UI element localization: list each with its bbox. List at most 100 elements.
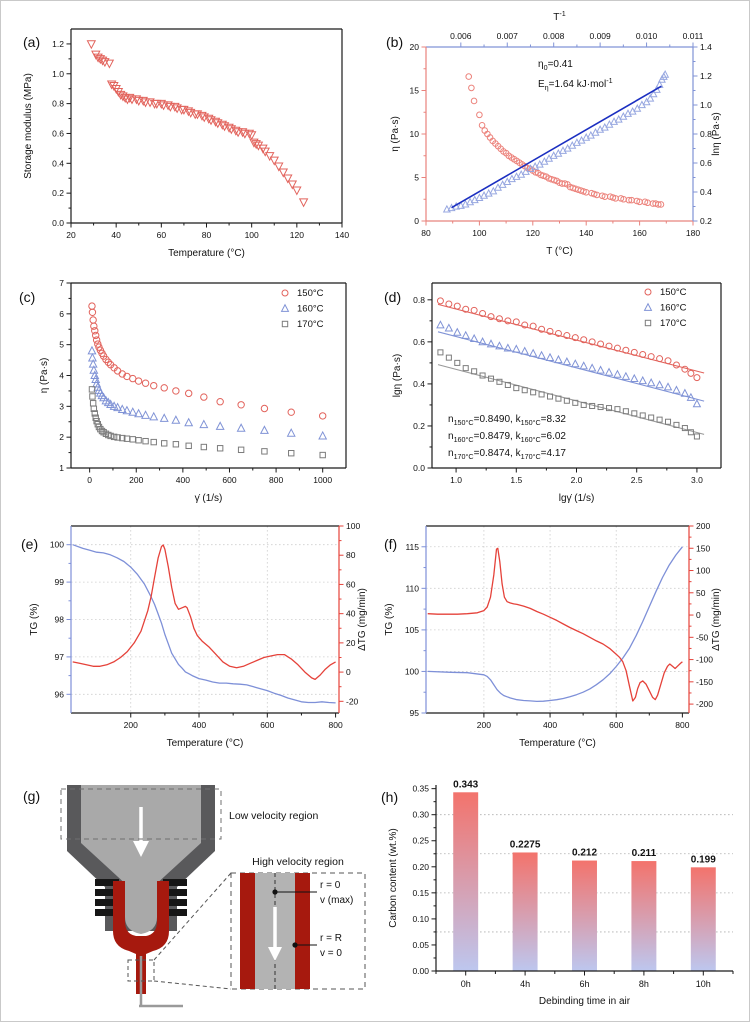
panel-letter-a: (a) <box>23 34 40 50</box>
svg-text:1: 1 <box>59 463 64 473</box>
xlabel-c: γ̇ (1/s) <box>195 493 223 504</box>
legend-label: 150°C <box>297 288 324 299</box>
svg-text:0.2: 0.2 <box>700 216 712 226</box>
storage-modulus-chart: 20 40 60 80 100 120 140 Temperature (°C) 0.0 0.2 0… <box>23 28 349 259</box>
bar-4h <box>512 852 538 971</box>
svg-text:80: 80 <box>421 228 431 238</box>
svg-text:0.30: 0.30 <box>412 810 429 820</box>
v0-label: v = 0 <box>320 948 342 959</box>
svg-text:0.009: 0.009 <box>589 31 611 41</box>
vmax-label: v (max) <box>320 895 353 906</box>
svg-text:1.0: 1.0 <box>700 100 712 110</box>
tg-dtg-chart-2: 200 400 600 800 Temperature (°C) 95 100 105 110 1… <box>384 521 722 749</box>
svg-text:6: 6 <box>59 309 64 319</box>
log-viscosity-chart: 1.0 1.5 2.0 2.5 3.0 lgγ̇ (1/s) 0.0 0.2 0.4 0.6 0.8… <box>384 282 722 504</box>
svg-text:0.2: 0.2 <box>52 188 64 198</box>
svg-text:0.006: 0.006 <box>450 31 472 41</box>
svg-text:200: 200 <box>124 720 138 730</box>
xlabel-b: T (°C) <box>546 246 573 257</box>
svg-text:-100: -100 <box>696 655 713 665</box>
series-150C <box>436 297 701 382</box>
svg-text:15: 15 <box>410 86 420 96</box>
svg-text:1.2: 1.2 <box>700 71 712 81</box>
legend-label: 160°C <box>297 304 324 315</box>
svg-text:140: 140 <box>579 228 593 238</box>
svg-text:100: 100 <box>50 540 64 550</box>
panel-letter-c: (c) <box>19 289 35 305</box>
ylabel-a: Storage modulus (MPa) <box>23 73 34 179</box>
svg-text:95: 95 <box>410 708 420 718</box>
series-arrhenius-fit <box>451 85 662 209</box>
svg-text:180: 180 <box>686 228 700 238</box>
bar-value-label: 0.2275 <box>510 839 541 850</box>
panel-letter-f: (f) <box>384 536 397 552</box>
svg-text:80: 80 <box>346 550 356 560</box>
bar-category-label: 10h <box>696 979 711 989</box>
bar-value-label: 0.199 <box>691 854 716 865</box>
svg-text:115: 115 <box>405 542 419 552</box>
right-ylabel-b: lnη (Pa·s) <box>711 112 722 155</box>
zoom-connector-top <box>153 872 232 961</box>
svg-text:2.5: 2.5 <box>631 475 643 485</box>
svg-text:4: 4 <box>59 371 64 381</box>
legend-label: 170°C <box>660 318 687 329</box>
ylabel-d: lgη (Pa·s) <box>392 354 403 397</box>
svg-text:0: 0 <box>696 610 701 620</box>
svg-text:150: 150 <box>696 543 710 553</box>
xlabel-d: lgγ̇ (1/s) <box>559 493 595 504</box>
funnel-melt <box>81 843 201 887</box>
svg-text:-200: -200 <box>696 699 713 709</box>
svg-text:0.00: 0.00 <box>412 966 429 976</box>
printhead <box>67 785 215 1008</box>
inset-wall-right <box>295 873 310 989</box>
legend: 150°C 160°C 170°C <box>643 287 687 329</box>
svg-text:120: 120 <box>526 228 540 238</box>
svg-text:0.20: 0.20 <box>412 862 429 872</box>
svg-text:100: 100 <box>696 566 710 576</box>
bar-category-label: 8h <box>639 979 649 989</box>
bar-category-label: 4h <box>520 979 530 989</box>
low-velocity-box <box>60 788 222 840</box>
gridlines <box>426 526 689 713</box>
ylabel-f: TG (%) <box>384 603 395 635</box>
svg-text:160: 160 <box>633 228 647 238</box>
svg-text:80: 80 <box>202 230 212 240</box>
gridlines <box>71 526 339 713</box>
series-storage-modulus <box>86 40 309 208</box>
heater-fins-left <box>95 879 119 916</box>
panel-d: 1.0 1.5 2.0 2.5 3.0 lgγ̇ (1/s) 0.0 0.2 0.4 0.6 0.8… <box>376 269 749 514</box>
svg-text:0.8: 0.8 <box>52 99 64 109</box>
svg-text:0.4: 0.4 <box>52 158 64 168</box>
xlabel-f: Temperature (°C) <box>519 738 596 749</box>
svg-text:0.10: 0.10 <box>412 914 429 924</box>
svg-text:0.6: 0.6 <box>700 158 712 168</box>
bar-10h <box>690 867 716 971</box>
svg-text:140: 140 <box>335 230 349 240</box>
series-170C <box>437 349 700 440</box>
ylabel-e: TG (%) <box>29 603 40 635</box>
panel-b: 80 100 120 140 160 180 T (°C) 0.006 0.007 0.008 0.… <box>376 1 749 267</box>
svg-text:400: 400 <box>543 720 557 730</box>
svg-text:400: 400 <box>192 720 206 730</box>
svg-text:200: 200 <box>696 521 710 531</box>
annotation: n170°C=0.8474, k170°C=4.17 <box>448 448 566 461</box>
legend-label: 170°C <box>297 319 324 330</box>
svg-text:0: 0 <box>414 216 419 226</box>
svg-text:100: 100 <box>472 228 486 238</box>
panel-a: 20 40 60 80 100 120 140 Temperature (°C) 0.0 0.2 0… <box>1 9 376 269</box>
svg-text:105: 105 <box>405 625 419 635</box>
svg-text:5: 5 <box>59 340 64 350</box>
svg-text:0.0: 0.0 <box>52 218 64 228</box>
annotation: η0=0.41 <box>538 59 573 72</box>
panel-c: 0 200 400 600 800 1000 γ̇ (1/s) 1 2 3 4 5 6 7 η (Pa·s)… <box>1 269 376 514</box>
svg-text:20: 20 <box>410 42 420 52</box>
xlabel-a: Temperature (°C) <box>168 248 245 259</box>
svg-text:20: 20 <box>66 230 76 240</box>
annotation: n160°C=0.8479, k160°C=6.02 <box>448 431 566 444</box>
svg-text:800: 800 <box>328 720 342 730</box>
series-160C <box>436 320 702 408</box>
svg-text:0.4: 0.4 <box>700 187 712 197</box>
svg-text:97: 97 <box>55 652 65 662</box>
